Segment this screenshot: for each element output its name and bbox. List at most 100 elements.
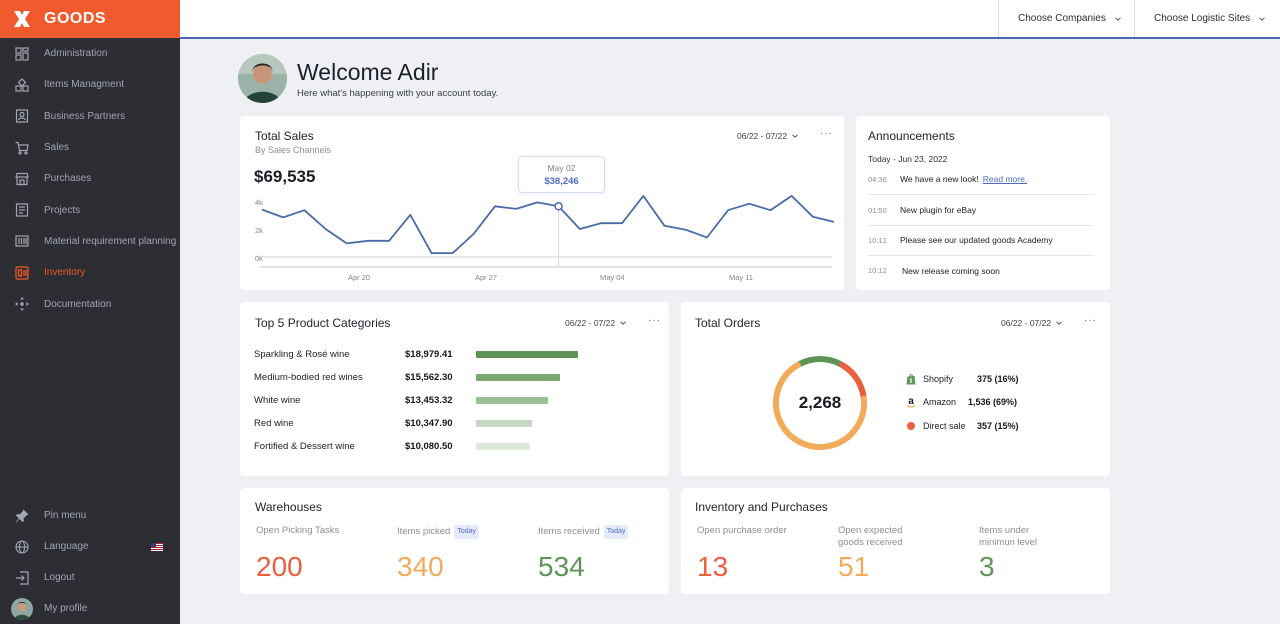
choose-logistic-sites-dropdown[interactable]: Choose Logistic Sites — [1134, 0, 1280, 37]
total-sales-subtitle: By Sales Channels — [255, 145, 332, 155]
avatar — [11, 597, 33, 620]
sidebar-item-projects[interactable]: Projects — [0, 194, 180, 225]
inventory-icon — [15, 266, 29, 280]
inventory-purchases-card — [681, 488, 1110, 594]
announcement-time: 10:12 — [868, 266, 887, 275]
amazon-icon: a — [905, 396, 917, 408]
total-orders-card — [681, 302, 1110, 476]
items-received-value[interactable]: 534 — [538, 551, 585, 582]
category-bar — [476, 373, 560, 381]
x-tick-label: May 11 — [729, 273, 754, 282]
total-orders-title: Total Orders — [695, 316, 761, 330]
items-under-line1: Items under — [979, 525, 1030, 536]
open-picking-value[interactable]: 200 — [256, 551, 303, 582]
announcement-item: 10:12 Please see our updated goods Acade… — [868, 225, 1094, 256]
category-value: $18,979.41 — [405, 348, 453, 360]
announcement-item: 10:12 New release coming soon — [868, 255, 1094, 286]
sidebar-bottom: Pin menu Language Logout My profile — [0, 500, 180, 624]
category-row: Medium-bodied red wines $15,562.30 — [254, 370, 560, 384]
sidebar-item-label: Material requirement planning — [44, 235, 177, 247]
welcome-header: Welcome Adir Here what's happening with … — [238, 54, 498, 103]
total-sales-title: Total Sales — [255, 129, 314, 143]
sidebar-item-label: Sales — [44, 142, 70, 154]
highlight-point — [554, 202, 563, 211]
avatar[interactable] — [238, 54, 287, 103]
tooltip-date: May 02 — [547, 163, 576, 173]
y-tick-label: 2k — [255, 226, 263, 235]
donut-segment-direct-sale — [839, 362, 867, 400]
open-expected-goods-label: Open expected goods received — [838, 525, 902, 548]
open-picking-label: Open Picking Tasks — [256, 525, 340, 536]
open-expected-goods-value[interactable]: 51 — [838, 551, 870, 582]
language-label: Language — [44, 541, 89, 552]
x-tick-label: May 04 — [600, 273, 625, 282]
today-badge: Today — [454, 525, 480, 539]
sidebar-item-documentation[interactable]: Documentation — [0, 288, 180, 319]
top-categories-more-button[interactable]: ··· — [648, 315, 661, 326]
chart-tooltip: May 02 $38,246 — [518, 156, 605, 193]
store-icon — [15, 172, 29, 186]
top-bar: Choose Companies Choose Logistic Sites — [180, 0, 1280, 39]
pin-menu-label: Pin menu — [44, 510, 87, 521]
total-orders-value: 2,268 — [798, 393, 842, 412]
category-name: Sparkling & Rosé wine — [254, 348, 350, 360]
items-under-minimum-value[interactable]: 3 — [979, 551, 995, 582]
read-more-link[interactable]: Read more. — [982, 174, 1028, 184]
announcement-item: 01:50 New plugin for eBay — [868, 195, 1094, 226]
total-orders-more-button[interactable]: ··· — [1084, 315, 1097, 326]
sidebar-item-label: Items Managment — [44, 79, 125, 91]
legend-label: Amazon — [923, 397, 957, 407]
announcement-time: 10:12 — [868, 235, 887, 245]
announcements-card — [856, 116, 1110, 290]
sidebar-item-material-requirement-planning[interactable]: Material requirement planning — [0, 226, 180, 257]
announcements-date: Today - Jun 23, 2022 — [868, 154, 948, 164]
sidebar-item-purchases[interactable]: Purchases — [0, 163, 180, 194]
total-sales-date-range[interactable]: 06/22 - 07/22 — [737, 131, 799, 141]
category-name: White wine — [254, 394, 301, 406]
y-tick-label: 4k — [255, 198, 263, 207]
open-purchase-order-value[interactable]: 13 — [697, 551, 729, 582]
sidebar-item-business-partners[interactable]: Business Partners — [0, 101, 180, 132]
choose-companies-dropdown[interactable]: Choose Companies — [998, 0, 1135, 37]
category-value: $13,453.32 — [405, 394, 453, 406]
total-orders-donut-chart[interactable] — [770, 353, 870, 453]
top-categories-date-range[interactable]: 06/22 - 07/22 — [565, 318, 627, 328]
barcode-icon — [15, 234, 29, 248]
language-selector[interactable]: Language — [0, 531, 180, 562]
my-profile-link[interactable]: My profile — [0, 593, 180, 624]
announcement-item: 04:36 We have a new look! Read more. — [868, 164, 1094, 195]
announcement-text: We have a new look! — [900, 174, 979, 184]
shopify-icon — [905, 373, 917, 385]
choose-logistic-sites-label: Choose Logistic Sites — [1154, 13, 1251, 24]
logout-button[interactable]: Logout — [0, 562, 180, 593]
total-orders-date-range[interactable]: 06/22 - 07/22 — [1001, 318, 1063, 328]
chevron-down-icon — [1056, 321, 1062, 325]
donut-segment-shopify — [796, 356, 844, 367]
sidebar-nav: Administration Items Managment Business … — [0, 38, 180, 320]
logout-icon — [15, 570, 29, 585]
sidebar-item-label: Purchases — [44, 173, 92, 185]
total-sales-line-chart[interactable] — [260, 185, 836, 271]
page-subtitle: Here what's happening with your account … — [297, 87, 499, 99]
sidebar-item-items-managment[interactable]: Items Managment — [0, 69, 180, 100]
items-picked-value[interactable]: 340 — [397, 551, 444, 582]
sidebar-item-sales[interactable]: Sales — [0, 132, 180, 163]
chevron-down-icon — [1259, 16, 1266, 21]
y-tick-label: 0k — [255, 254, 263, 263]
contact-card-icon — [15, 109, 29, 123]
total-sales-more-button[interactable]: ··· — [820, 128, 833, 139]
legend-label: Shopify — [923, 374, 954, 384]
category-value: $15,562.30 — [405, 371, 453, 383]
sidebar-item-label: Administration — [44, 48, 108, 60]
announcements-title: Announcements — [868, 129, 955, 143]
category-name: Fortified & Dessert wine — [254, 440, 355, 452]
chevron-down-icon — [1114, 16, 1121, 21]
category-bar — [476, 419, 532, 427]
sidebar-item-administration[interactable]: Administration — [0, 38, 180, 69]
legend-label: Direct sale — [923, 421, 966, 431]
legend-value: 357 (15%) — [977, 421, 1019, 431]
pin-menu-button[interactable]: Pin menu — [0, 500, 180, 531]
sidebar-item-inventory[interactable]: Inventory — [0, 257, 180, 288]
logout-label: Logout — [44, 572, 75, 583]
app-logo[interactable]: GOODS — [0, 0, 180, 38]
